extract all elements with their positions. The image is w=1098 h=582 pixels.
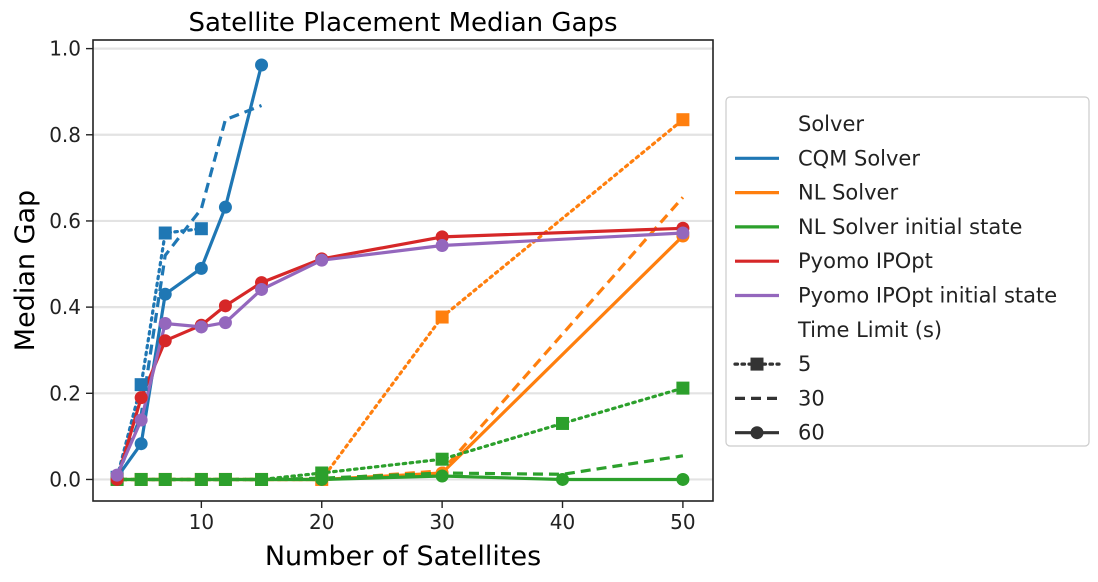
legend-entry-label: Pyomo IPOpt xyxy=(798,249,933,273)
legend-entry-label: 60 xyxy=(798,421,825,445)
data-point xyxy=(255,58,269,72)
series-lines xyxy=(115,64,685,482)
data-point xyxy=(435,239,449,253)
data-point xyxy=(194,261,208,275)
legend-entry-label: Pyomo IPOpt initial state xyxy=(798,284,1057,308)
series-line xyxy=(117,474,683,482)
data-point xyxy=(676,381,690,395)
data-point xyxy=(194,320,208,334)
data-point xyxy=(677,191,689,203)
data-point xyxy=(255,472,269,486)
legend-box xyxy=(725,96,1090,447)
y-tick-label: 0.0 xyxy=(49,467,81,491)
data-point xyxy=(134,391,148,405)
data-point xyxy=(158,226,172,240)
y-tick-label: 1.0 xyxy=(49,37,81,61)
plot-frame xyxy=(92,39,714,502)
x-tick-label: 50 xyxy=(670,510,695,534)
legend-entry-label: 30 xyxy=(798,386,825,410)
legend-time-limit-title: Time Limit (s) xyxy=(797,318,942,342)
grid-lines xyxy=(93,47,713,481)
data-point xyxy=(218,316,232,330)
series-line xyxy=(115,118,685,482)
y-tick-label: 0.2 xyxy=(49,381,81,405)
data-point xyxy=(218,200,232,214)
data-point xyxy=(676,472,690,486)
data-point xyxy=(134,413,148,427)
data-point xyxy=(676,113,690,127)
data-point xyxy=(315,472,329,486)
y-tick-label: 0.8 xyxy=(49,123,81,147)
legend-entry-label: 5 xyxy=(798,352,811,376)
data-point xyxy=(676,226,690,240)
data-point xyxy=(435,469,449,483)
x-tick-label: 20 xyxy=(309,510,334,534)
data-point xyxy=(158,287,172,301)
data-point xyxy=(110,468,124,482)
y-tick-label: 0.4 xyxy=(49,295,81,319)
x-tick-label: 40 xyxy=(550,510,575,534)
data-point xyxy=(256,100,268,111)
data-point xyxy=(134,378,148,392)
data-point xyxy=(556,416,570,430)
data-point xyxy=(158,316,172,330)
x-axis-label: Number of Satellites xyxy=(265,541,541,572)
series-markers xyxy=(110,58,690,486)
axis-ticks: 10 20 30 40 50 0.0 0.2 0.4 0.6 0.8 1.0 xyxy=(49,37,695,534)
legend-entry-label: NL Solver initial state xyxy=(798,215,1022,239)
series-line xyxy=(115,64,264,479)
data-point xyxy=(134,472,148,486)
data-point xyxy=(556,472,570,486)
x-tick-label: 10 xyxy=(189,510,214,534)
legend-entry-label: CQM Solver xyxy=(798,146,920,170)
legend-solver-title: Solver xyxy=(798,112,864,136)
series-line xyxy=(115,386,685,482)
data-point xyxy=(194,222,208,236)
legend: Solver CQM Solver NL Solver NL Solver initi… xyxy=(725,96,1090,447)
data-point xyxy=(218,472,232,486)
legend-marker xyxy=(750,357,764,371)
legend-entry-label: NL Solver xyxy=(798,181,898,205)
y-axis-label: Median Gap xyxy=(10,190,41,351)
data-point xyxy=(435,452,449,466)
data-point xyxy=(158,334,172,348)
series-line xyxy=(117,196,685,482)
data-point xyxy=(435,310,449,324)
data-point xyxy=(134,437,148,451)
x-tick-label: 30 xyxy=(429,510,454,534)
data-point xyxy=(315,253,329,267)
y-tick-label: 0.6 xyxy=(49,209,81,233)
data-point xyxy=(194,472,208,486)
data-point xyxy=(255,282,269,296)
data-point xyxy=(218,299,232,313)
data-point xyxy=(158,472,172,486)
legend-marker xyxy=(750,426,764,440)
chart-title: Satellite Placement Median Gaps xyxy=(188,8,617,38)
